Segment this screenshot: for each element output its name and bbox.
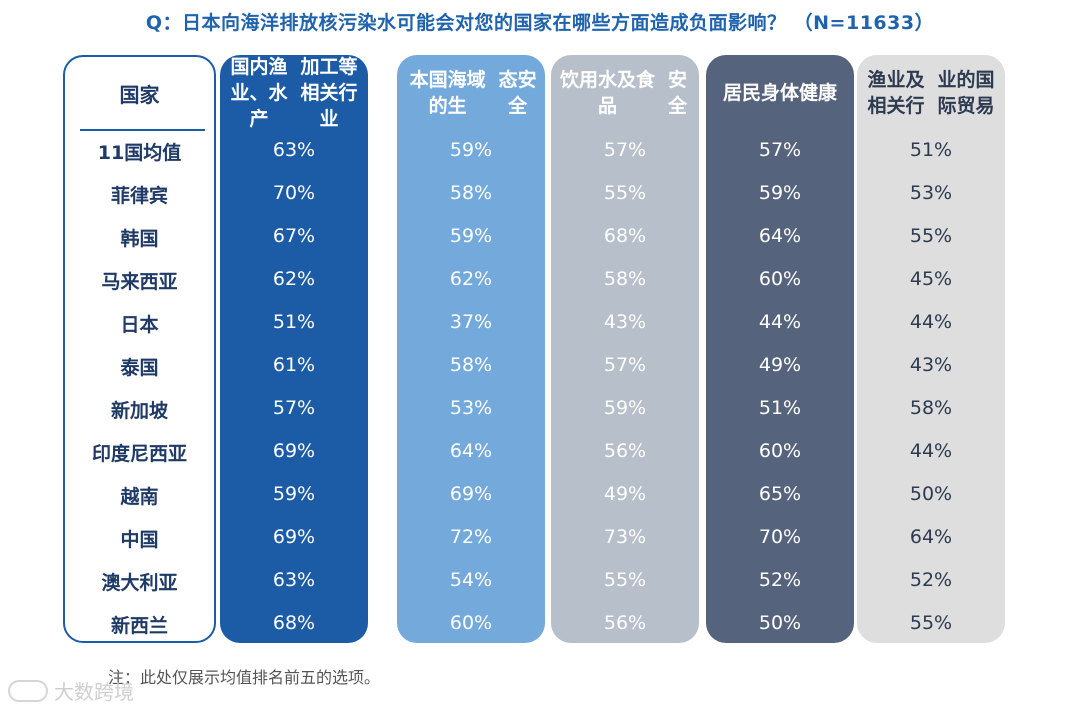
value-cell: 69%: [272, 525, 316, 548]
value-cell: 55%: [603, 181, 647, 204]
value-cell: 45%: [909, 267, 953, 290]
value-cell: 54%: [449, 568, 493, 591]
column-header-line: 加工等相关行业: [300, 56, 358, 130]
value-cell: 49%: [758, 353, 802, 376]
column-header-line: 本国海域的生: [409, 69, 486, 117]
value-cell: 70%: [758, 525, 802, 548]
country-label: 越南: [120, 486, 159, 508]
value-cell: 64%: [758, 224, 802, 247]
value-cell: 51%: [758, 396, 802, 419]
column-header-line: 国内渔业、水产: [230, 56, 288, 130]
value-cell: 52%: [909, 568, 953, 591]
value-cell: 62%: [449, 267, 493, 290]
value-cell: 59%: [449, 224, 493, 247]
country-label: 马来西亚: [101, 271, 178, 293]
value-cell: 70%: [272, 181, 316, 204]
country-column-header: 国家: [119, 82, 160, 107]
header-divider: [80, 129, 205, 131]
value-cell: 64%: [909, 525, 953, 548]
value-cell: 58%: [603, 267, 647, 290]
country-label: 泰国: [120, 357, 159, 379]
value-cell: 49%: [603, 482, 647, 505]
value-cell: 61%: [272, 353, 316, 376]
value-cell: 59%: [272, 482, 316, 505]
value-cell: 52%: [758, 568, 802, 591]
value-cell: 43%: [909, 353, 953, 376]
value-cell: 60%: [449, 611, 493, 634]
value-cell: 50%: [909, 482, 953, 505]
column-header-line: 安全: [667, 69, 687, 117]
value-cell: 55%: [603, 568, 647, 591]
country-column: 国家 11国均值菲律宾韩国马来西亚日本泰国新加坡印度尼西亚越南中国澳大利亚新西兰: [63, 55, 216, 643]
value-cell: 57%: [758, 138, 802, 161]
value-cell: 68%: [603, 224, 647, 247]
value-cell: 57%: [603, 138, 647, 161]
value-cell: 57%: [603, 353, 647, 376]
value-cell: 53%: [449, 396, 493, 419]
footnote: 注：此处仅展示均值排名前五的选项。: [108, 668, 381, 687]
watermark-logo-icon: [8, 679, 48, 702]
value-cell: 59%: [758, 181, 802, 204]
value-cell: 69%: [449, 482, 493, 505]
country-label: 中国: [120, 529, 159, 551]
value-cell: 44%: [909, 310, 953, 333]
column-header: 居民身体健康: [706, 55, 854, 131]
country-label: 日本: [120, 314, 159, 336]
value-cell: 63%: [272, 568, 316, 591]
value-cell: 58%: [449, 181, 493, 204]
value-cell: 65%: [758, 482, 802, 505]
chart-title: Q：日本向海洋排放核污染水可能会对您的国家在哪些方面造成负面影响？ （N=116…: [145, 12, 935, 34]
column-header: 国内渔业、水产 加工等相关行业: [220, 55, 368, 131]
value-cell: 63%: [272, 138, 316, 161]
watermark: 大数跨境: [8, 676, 134, 705]
column-header-line: 饮用水及食品: [559, 69, 655, 117]
country-label: 新加坡: [110, 400, 168, 422]
country-label: 11国均值: [97, 142, 182, 164]
column-header: 本国海域的生 态安全: [397, 55, 545, 131]
value-cell: 37%: [449, 310, 493, 333]
value-cell: 51%: [909, 138, 953, 161]
country-label: 新西兰: [110, 615, 168, 637]
country-label: 菲律宾: [110, 185, 168, 207]
value-cell: 62%: [272, 267, 316, 290]
value-cell: 56%: [603, 611, 647, 634]
value-cell: 57%: [272, 396, 316, 419]
country-label: 澳大利亚: [101, 572, 178, 594]
watermark-text: 大数跨境: [54, 680, 134, 704]
value-cell: 44%: [909, 439, 953, 462]
column-resident-health: 居民身体健康 57% 59% 64% 60% 44% 49% 51% 60% 65% 70% 52% 5…: [706, 55, 854, 643]
value-cell: 64%: [449, 439, 493, 462]
column-header: 渔业及相关行 业的国际贸易: [857, 55, 1005, 131]
column-header-line: 态安全: [498, 69, 537, 117]
value-cell: 73%: [603, 525, 647, 548]
value-cell: 59%: [449, 138, 493, 161]
value-cell: 44%: [758, 310, 802, 333]
column-header-line: 渔业及相关行: [867, 69, 925, 117]
column-header-line: 业的国际贸易: [937, 69, 995, 117]
value-cell: 53%: [909, 181, 953, 204]
value-cell: 58%: [449, 353, 493, 376]
value-cell: 72%: [449, 525, 493, 548]
value-cell: 43%: [603, 310, 647, 333]
value-cell: 69%: [272, 439, 316, 462]
column-marine-ecology: 本国海域的生 态安全 59% 58% 59% 62% 37% 58% 53% 64% 69% 72% 5…: [397, 55, 545, 643]
country-label: 印度尼西亚: [91, 443, 187, 465]
value-cell: 68%: [272, 611, 316, 634]
value-cell: 59%: [603, 396, 647, 419]
column-fishery-trade: 渔业及相关行 业的国际贸易 51% 53% 55% 45% 44% 43% 58% 44% 50% 6…: [857, 55, 1005, 643]
value-cell: 60%: [758, 267, 802, 290]
value-cell: 58%: [909, 396, 953, 419]
column-header-line: 居民身体健康: [722, 82, 837, 104]
column-domestic-fishery: 国内渔业、水产 加工等相关行业 63% 70% 67% 62% 51% 61% 57% 69% 59…: [220, 55, 368, 643]
value-cell: 51%: [272, 310, 316, 333]
value-cell: 55%: [909, 224, 953, 247]
country-label: 韩国: [120, 228, 159, 250]
column-water-food-safety: 饮用水及食品 安全 57% 55% 68% 58% 43% 57% 59% 56% 49% 73% 55…: [551, 55, 699, 643]
value-cell: 56%: [603, 439, 647, 462]
value-cell: 55%: [909, 611, 953, 634]
value-cell: 67%: [272, 224, 316, 247]
column-header: 饮用水及食品 安全: [551, 55, 699, 131]
value-cell: 50%: [758, 611, 802, 634]
value-cell: 60%: [758, 439, 802, 462]
